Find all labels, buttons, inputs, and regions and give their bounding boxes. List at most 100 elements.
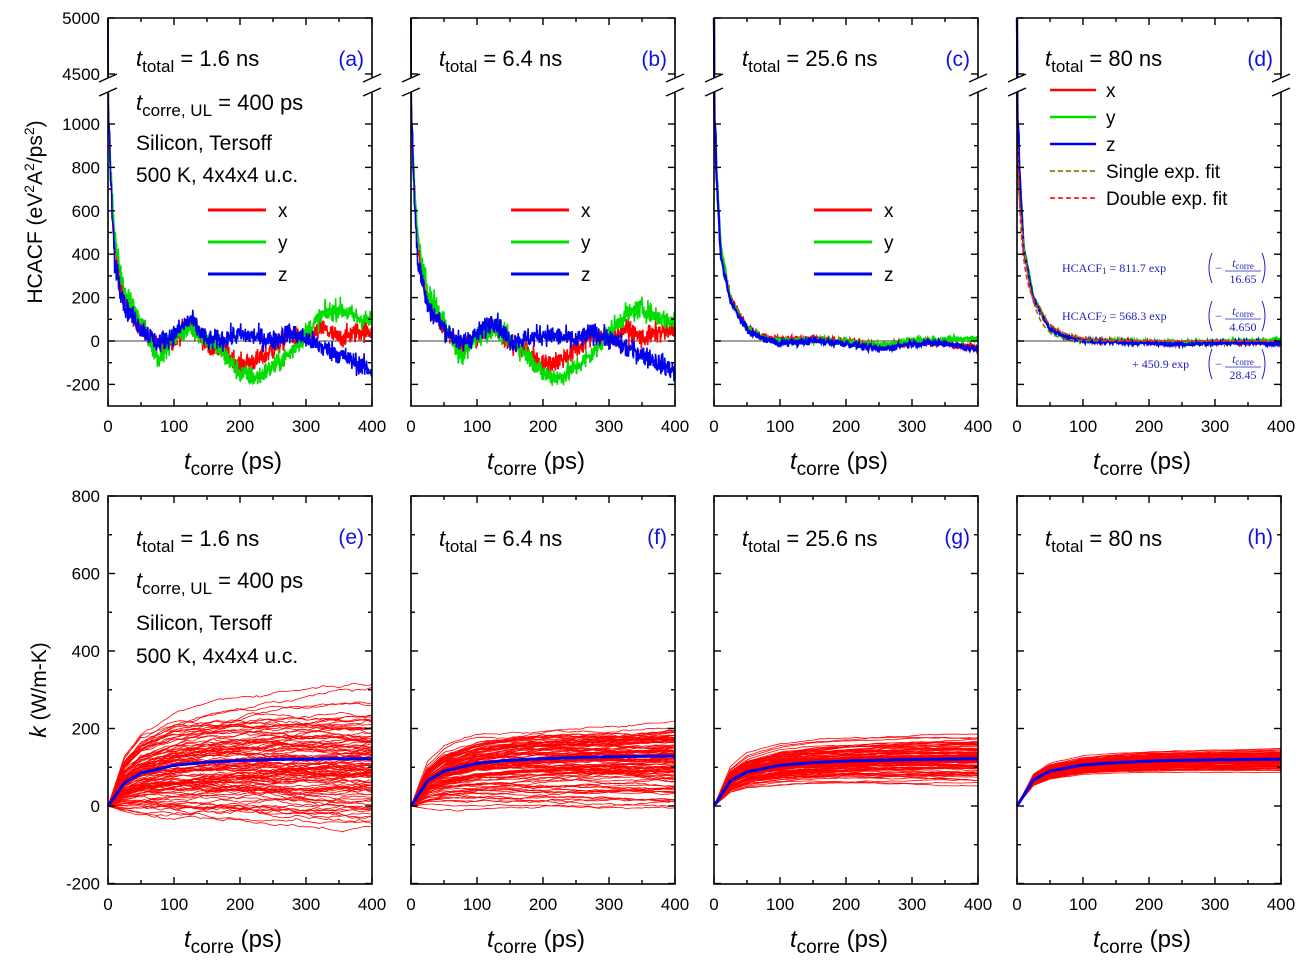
x-tick-label: 0 [709, 895, 718, 914]
yl-k: k [25, 725, 51, 738]
run-line [108, 735, 372, 807]
legend-label-z: z [581, 265, 591, 286]
x-axis-label: tcorre (ps) [1093, 926, 1191, 958]
run-line [411, 744, 675, 807]
y-tick-label: 200 [72, 289, 100, 308]
y-tick-label: 200 [72, 720, 100, 739]
run-line [411, 767, 675, 807]
eq-frac-3-num: tcorre [1232, 352, 1254, 367]
x-tick-label: 0 [1012, 895, 1021, 914]
series-z-line [1015, 17, 1281, 350]
run-line [714, 774, 978, 807]
run-line [411, 751, 675, 807]
run-line [714, 736, 978, 807]
run-line [411, 786, 675, 807]
run-line [411, 798, 675, 807]
x-axis-label-rest: (ps) [537, 448, 585, 475]
x-tick-label: 400 [1267, 895, 1295, 914]
yl-sup1: 2 [21, 185, 37, 193]
yl-sup2: 2 [21, 163, 37, 171]
y-tick-label: 800 [72, 487, 100, 506]
panel-title-sub: total [748, 57, 780, 76]
x-axis-label-rest: (ps) [1143, 926, 1191, 953]
run-line [714, 748, 978, 807]
eq-lhs: HCACF [1062, 309, 1102, 323]
average-k-line [409, 754, 675, 807]
annotation-ul-t: t [136, 568, 143, 593]
panel-title-sub: total [142, 57, 174, 76]
run-line [108, 764, 372, 807]
panel-label: (g) [944, 526, 970, 549]
axis-break-gap [1005, 78, 1293, 92]
x-tick-label: 200 [832, 417, 860, 436]
run-line [108, 723, 372, 807]
x-tick-label: 400 [661, 417, 689, 436]
x-tick-label: 300 [595, 417, 623, 436]
x-tick-label: 200 [832, 895, 860, 914]
run-line [108, 727, 372, 807]
panel-label: (c) [946, 48, 971, 71]
run-line [411, 777, 675, 807]
run-line [411, 793, 675, 807]
hcacf-panel-a: 0 100 200 300 400 -200 0 200 400 600 800 1000 4500 50… [62, 9, 386, 480]
run-line [108, 775, 372, 807]
axis-break-gap [399, 78, 687, 92]
run-line [108, 729, 372, 807]
eq-rhs2: + 450.9 exp [1132, 357, 1189, 371]
x-tick-label: 200 [529, 895, 557, 914]
x-tick-label: 400 [358, 417, 386, 436]
run-line [1017, 762, 1281, 807]
x-tick-label: 100 [1069, 895, 1097, 914]
panel-title-t: t [742, 46, 749, 71]
run-line [411, 720, 675, 807]
paren-left [1208, 252, 1213, 284]
panel-title-t: t [1045, 46, 1052, 71]
x-tick-label: 200 [226, 417, 254, 436]
y-tick-label: 5000 [62, 9, 100, 28]
series-y-line [410, 17, 676, 386]
eq-frac-3-num-t: t [1232, 352, 1236, 366]
x-axis-label-rest: (ps) [234, 926, 282, 953]
run-line [108, 747, 372, 807]
run-line [411, 736, 675, 807]
run-line [411, 736, 675, 807]
yl-c: /ps [24, 135, 47, 163]
individual-runs [411, 720, 675, 812]
y-tick-label: 600 [72, 565, 100, 584]
y-tick-label: -200 [66, 875, 100, 894]
x-axis-label-t: t [184, 926, 192, 953]
legend-label-x: x [884, 201, 894, 222]
run-line [108, 805, 372, 833]
x-axis-label-sub: corre [797, 937, 840, 958]
run-line [108, 762, 372, 807]
x-tick-label: 300 [292, 417, 320, 436]
legend-label: y [1106, 108, 1116, 129]
panel-title-sub: total [142, 537, 174, 556]
run-line [108, 794, 372, 811]
x-axis-label-t: t [487, 448, 495, 475]
run-line [714, 766, 978, 807]
panel-title-sub: total [1051, 537, 1083, 556]
run-line [108, 702, 372, 807]
x-tick-label: 300 [292, 895, 320, 914]
x-axis-label-t: t [1093, 448, 1101, 475]
break-mark [968, 87, 988, 97]
break-mark [98, 87, 118, 97]
paren-right [1261, 348, 1266, 380]
break-mark [704, 73, 724, 83]
x-tick-label: 100 [160, 417, 188, 436]
run-line [108, 731, 372, 807]
run-line [411, 737, 675, 807]
panel-title-rest: = 1.6 ns [174, 526, 259, 551]
x-tick-label: 0 [406, 895, 415, 914]
average-k-line [712, 757, 978, 807]
run-line [108, 750, 372, 807]
run-line [1017, 753, 1281, 807]
frame-lower [713, 92, 979, 407]
panel-title-rest: = 80 ns [1083, 46, 1162, 71]
run-line [1017, 768, 1281, 807]
x-axis-label: tcorre (ps) [184, 926, 282, 958]
x-tick-label: 200 [529, 417, 557, 436]
panel-title-t: t [742, 526, 749, 551]
